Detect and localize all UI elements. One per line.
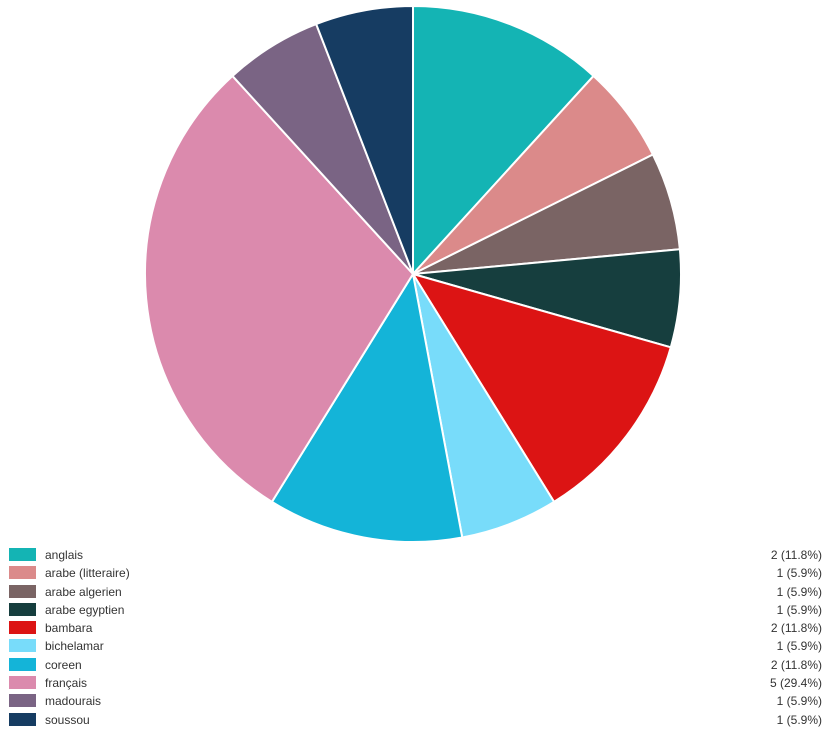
legend-swatch (9, 548, 36, 561)
legend-label: arabe (litteraire) (45, 566, 130, 581)
legend-item: bambara 2 (11.8%) (0, 619, 834, 637)
pie-slice-6[interactable] (270, 273, 464, 543)
legend-label: bichelamar (45, 639, 104, 654)
pie-slice-0[interactable] (412, 5, 595, 275)
legend-swatch (9, 584, 36, 598)
legend-value: 1 (5.9%) (776, 694, 822, 709)
legend-swatch (9, 602, 36, 616)
legend-swatch (9, 676, 36, 690)
legend-label: madourais (45, 694, 102, 709)
chart-legend: anglais 2 (11.8%) arabe (litteraire) 1 (5.9… (0, 546, 834, 729)
legend-value: 1 (5.9%) (776, 584, 822, 599)
legend-item: arabe algerien 1 (5.9%) (0, 583, 834, 601)
legend-value: 1 (5.9%) (776, 639, 822, 654)
legend-label: anglais (45, 548, 84, 562)
legend-item: anglais 2 (11.8%) (0, 546, 834, 564)
legend-item: bichelamar 1 (5.9%) (0, 637, 834, 655)
pie-slice-4[interactable] (412, 273, 672, 503)
legend-item: madourais 1 (5.9%) (0, 692, 834, 710)
legend-item: français 5 (29.4%) (0, 674, 834, 692)
legend-swatch (9, 657, 36, 671)
legend-value: 1 (5.9%) (776, 712, 822, 727)
pie-slice-7[interactable] (144, 74, 414, 503)
legend-label: coreen (45, 657, 82, 672)
legend-value: 2 (11.8%) (770, 548, 822, 562)
legend-value: 2 (11.8%) (770, 621, 822, 636)
legend-label: soussou (45, 712, 90, 727)
legend-item: coreen 2 (11.8%) (0, 656, 834, 674)
legend-item: arabe egyptien 1 (5.9%) (0, 601, 834, 619)
legend-swatch (9, 621, 36, 635)
pie-slices (144, 5, 683, 543)
legend-swatch (9, 694, 36, 708)
pie-slice-9[interactable] (315, 5, 414, 275)
legend-value: 5 (29.4%) (769, 676, 822, 691)
legend-swatch (9, 566, 36, 580)
legend-label: arabe algerien (45, 584, 122, 599)
legend-item: soussou 1 (5.9%) (0, 711, 834, 729)
pie-chart (144, 5, 683, 543)
legend-value: 1 (5.9%) (776, 602, 822, 617)
legend-item: arabe (litteraire) 1 (5.9%) (0, 564, 834, 582)
legend-value: 2 (11.8%) (770, 657, 822, 672)
legend-swatch (9, 712, 36, 726)
legend-label: français (45, 676, 88, 691)
legend-label: bambara (45, 621, 93, 636)
legend-value: 1 (5.9%) (776, 566, 822, 581)
legend-swatch (9, 639, 36, 653)
legend-label: arabe egyptien (45, 602, 125, 617)
